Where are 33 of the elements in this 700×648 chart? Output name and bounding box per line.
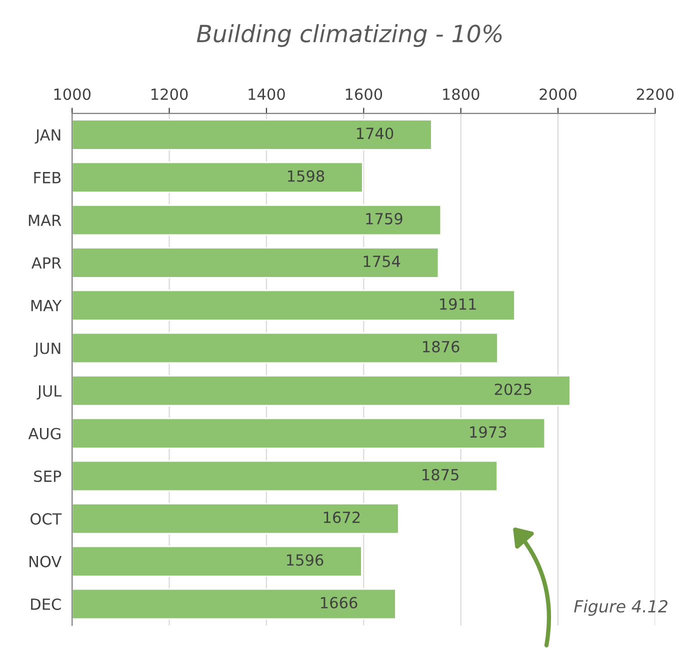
annotation: Figure 4.12 bbox=[574, 600, 668, 616]
data-label: 1666 bbox=[321, 596, 358, 608]
y-tick-label: OCT bbox=[30, 513, 62, 525]
data-label: 1876 bbox=[423, 340, 460, 352]
data-label: 1754 bbox=[364, 256, 400, 268]
y-tick-label: NOV bbox=[30, 556, 62, 568]
y-tick-label: JAN bbox=[34, 129, 60, 144]
y-tick-label: MAR bbox=[28, 214, 62, 226]
data-label: 1911 bbox=[440, 298, 476, 310]
y-tick-label: MAY bbox=[31, 300, 62, 312]
y-tick-label: JUL bbox=[36, 385, 62, 400]
data-label: 1598 bbox=[288, 170, 324, 182]
data-label: 1973 bbox=[470, 426, 506, 438]
y-tick-label: APR bbox=[32, 257, 62, 269]
data-label: 2025 bbox=[494, 384, 532, 396]
data-label: 1672 bbox=[324, 512, 360, 524]
x-tick-label: 1000 bbox=[54, 88, 91, 100]
y-tick-label: SEP bbox=[34, 470, 62, 482]
x-tick-label: 2000 bbox=[540, 88, 576, 100]
data-label: 1759 bbox=[366, 212, 402, 224]
x-tick-label: 2200 bbox=[636, 88, 674, 100]
data-label: 1596 bbox=[286, 554, 324, 566]
y-tick-label: DEC bbox=[31, 598, 61, 610]
x-tick-label: 1400 bbox=[248, 88, 285, 100]
y-tick-label: FEB bbox=[34, 172, 61, 184]
x-tick-label: 1800 bbox=[443, 88, 480, 100]
x-tick-label: 1600 bbox=[346, 88, 382, 100]
chart-title: Building climatizing - 10% bbox=[196, 24, 502, 48]
x-tick-label: 1200 bbox=[152, 88, 188, 100]
y-tick-label: JUN bbox=[34, 342, 60, 357]
data-label: 1740 bbox=[356, 128, 394, 140]
y-tick-label: AUG bbox=[28, 428, 60, 440]
data-label: 1875 bbox=[422, 468, 458, 480]
